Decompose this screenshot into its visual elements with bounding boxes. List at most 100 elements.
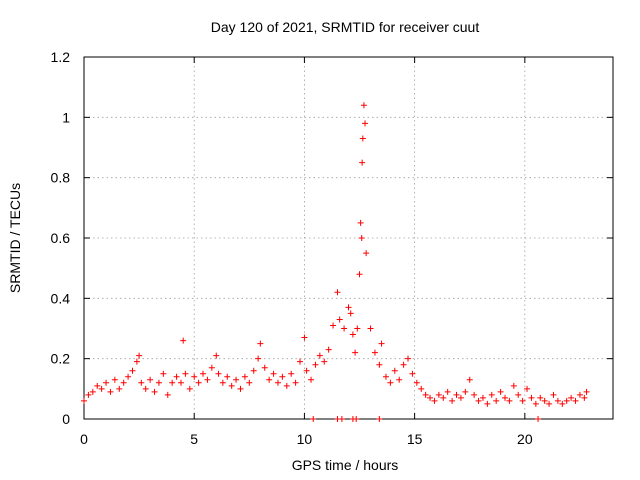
data-point bbox=[357, 219, 364, 226]
data-point bbox=[359, 135, 366, 142]
axis-ticks: 0 0.2 0.4 0.6 0.8 1 1.2 0 5 10 15 20 bbox=[51, 49, 613, 447]
data-point bbox=[360, 102, 367, 109]
x-tick-label: 5 bbox=[190, 431, 198, 447]
data-point bbox=[200, 370, 207, 377]
data-point bbox=[228, 382, 235, 389]
data-point bbox=[501, 394, 508, 401]
data-point bbox=[142, 385, 149, 392]
data-point bbox=[462, 388, 469, 395]
x-tick-label: 20 bbox=[517, 431, 533, 447]
data-point bbox=[576, 391, 583, 398]
data-point bbox=[563, 397, 570, 404]
data-point bbox=[81, 397, 87, 404]
data-point bbox=[440, 394, 447, 401]
data-point bbox=[316, 352, 323, 359]
data-point bbox=[336, 316, 343, 323]
data-point bbox=[274, 379, 281, 386]
data-point bbox=[537, 394, 544, 401]
data-point bbox=[204, 376, 211, 383]
data-point bbox=[510, 382, 517, 389]
data-point bbox=[515, 391, 522, 398]
data-point bbox=[444, 388, 451, 395]
y-axis-label: SRMTID / TECUs bbox=[7, 183, 23, 293]
data-point bbox=[363, 250, 370, 257]
data-point bbox=[532, 400, 539, 407]
x-axis-label: GPS time / hours bbox=[292, 457, 399, 473]
data-point bbox=[345, 304, 352, 311]
data-point bbox=[129, 367, 136, 374]
data-point bbox=[257, 340, 264, 347]
data-point bbox=[376, 361, 383, 368]
zero-value-point bbox=[535, 416, 542, 422]
data-point bbox=[169, 379, 176, 386]
chart-title: Day 120 of 2021, SRMTID for receiver cuu… bbox=[211, 19, 480, 35]
data-point bbox=[308, 376, 315, 383]
data-point bbox=[546, 400, 553, 407]
data-point bbox=[297, 358, 304, 365]
data-point bbox=[378, 340, 385, 347]
data-point bbox=[160, 370, 167, 377]
data-point bbox=[528, 394, 535, 401]
data-point bbox=[116, 385, 123, 392]
data-point bbox=[233, 376, 240, 383]
y-tick-label: 0 bbox=[62, 411, 70, 427]
data-point bbox=[155, 379, 162, 386]
data-point bbox=[237, 385, 244, 392]
data-point bbox=[453, 391, 460, 398]
x-tick-label: 10 bbox=[297, 431, 313, 447]
data-point bbox=[349, 331, 356, 338]
data-point bbox=[497, 388, 504, 395]
zero-value-point bbox=[353, 416, 360, 422]
data-point bbox=[554, 397, 561, 404]
data-point bbox=[173, 373, 180, 380]
data-point bbox=[213, 352, 220, 359]
data-point bbox=[191, 373, 198, 380]
data-point bbox=[241, 373, 248, 380]
data-point bbox=[288, 370, 295, 377]
data-point bbox=[506, 397, 513, 404]
data-point bbox=[568, 394, 575, 401]
zero-value-point bbox=[310, 416, 317, 422]
data-point bbox=[488, 391, 495, 398]
data-point bbox=[266, 376, 273, 383]
data-point bbox=[356, 271, 363, 278]
y-tick-label: 0.8 bbox=[51, 170, 71, 186]
data-point bbox=[195, 379, 202, 386]
data-point bbox=[325, 346, 332, 353]
data-point bbox=[519, 397, 526, 404]
data-point bbox=[435, 391, 442, 398]
data-point bbox=[164, 391, 171, 398]
data-point bbox=[471, 391, 478, 398]
data-point bbox=[180, 337, 187, 344]
data-points bbox=[81, 102, 590, 422]
data-point bbox=[255, 355, 262, 362]
data-point bbox=[367, 325, 374, 332]
x-tick-label: 15 bbox=[407, 431, 423, 447]
data-point bbox=[89, 388, 96, 395]
data-point bbox=[479, 394, 486, 401]
data-point bbox=[396, 376, 403, 383]
data-point bbox=[261, 364, 268, 371]
data-point bbox=[125, 373, 132, 380]
data-point bbox=[550, 391, 557, 398]
data-point bbox=[475, 397, 482, 404]
data-point bbox=[250, 367, 257, 374]
data-point bbox=[147, 376, 154, 383]
data-point bbox=[103, 379, 110, 386]
data-point bbox=[270, 370, 277, 377]
data-point bbox=[449, 397, 456, 404]
data-point bbox=[572, 397, 579, 404]
data-point bbox=[111, 376, 118, 383]
y-tick-label: 1.2 bbox=[51, 49, 71, 65]
data-point bbox=[208, 364, 215, 371]
data-point bbox=[559, 400, 566, 407]
data-point bbox=[581, 394, 588, 401]
data-point bbox=[457, 394, 464, 401]
data-point bbox=[466, 376, 473, 383]
y-tick-label: 0.4 bbox=[51, 290, 71, 306]
data-point bbox=[583, 388, 590, 395]
y-tick-label: 0.6 bbox=[51, 230, 71, 246]
data-point bbox=[484, 400, 491, 407]
data-point bbox=[279, 373, 286, 380]
